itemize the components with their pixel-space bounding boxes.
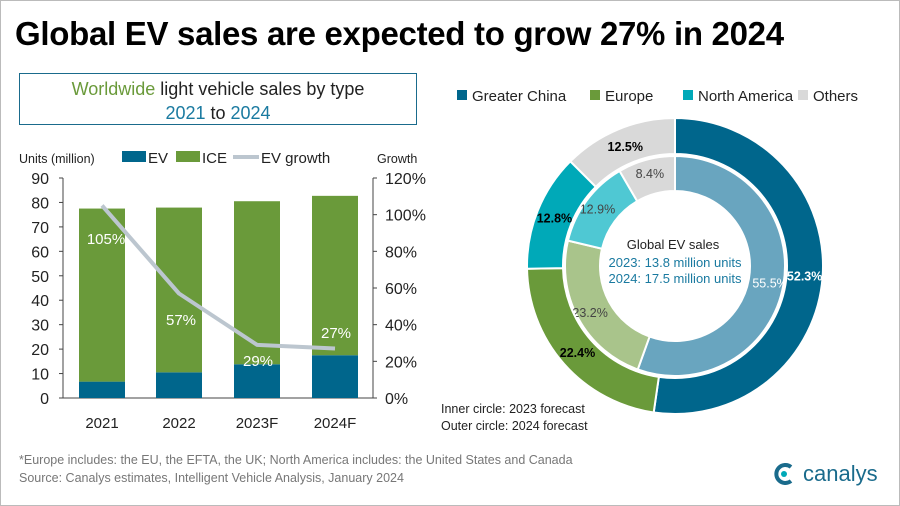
right-tick-label: 60% — [385, 281, 417, 298]
legend-swatch — [683, 90, 693, 100]
donut-center-title: Global EV sales — [627, 237, 720, 252]
bar-ev — [312, 355, 358, 398]
left-tick-label: 70 — [31, 220, 49, 237]
donut-data-label: 12.9% — [580, 203, 615, 217]
growth-data-label: 57% — [166, 312, 196, 329]
legend-swatch — [457, 90, 467, 100]
canalys-logo: canalys — [771, 461, 878, 487]
donut-legend-item: Greater China — [472, 88, 567, 105]
subtitle-year-start: 2021 — [165, 103, 206, 123]
donut-data-label: 22.4% — [560, 346, 595, 360]
logo-text: canalys — [803, 461, 878, 486]
growth-data-label: 105% — [87, 231, 125, 248]
right-tick-label: 40% — [385, 318, 417, 335]
x-tick-label: 2022 — [162, 415, 195, 432]
outer-circle-note: Outer circle: 2024 forecast — [441, 419, 588, 433]
left-tick-label: 20 — [31, 342, 49, 359]
y-axis-label: Units (million) — [19, 152, 95, 166]
left-tick-label: 50 — [31, 269, 49, 286]
growth-data-label: 27% — [321, 325, 351, 342]
subtitle-text: light vehicle sales by type — [155, 79, 365, 99]
donut-slice-outer — [652, 116, 824, 415]
donut-data-label: 23.2% — [572, 306, 607, 320]
donut-data-label: 12.5% — [608, 140, 643, 154]
left-tick-label: 40 — [31, 293, 49, 310]
left-tick-label: 90 — [31, 171, 49, 188]
donut-legend-item: North America — [698, 88, 794, 105]
donut-center-2023: 2023: 13.8 million units — [609, 255, 742, 270]
donut-data-label: 55.5% — [752, 277, 787, 291]
x-tick-label: 2023F — [236, 415, 279, 432]
bar-ice — [234, 201, 280, 365]
right-axis-label: Growth — [377, 152, 417, 166]
left-tick-label: 10 — [31, 367, 49, 384]
donut-legend-item: Europe — [605, 88, 653, 105]
legend-ev-swatch — [122, 151, 146, 162]
chart-subtitle-box: Worldwide light vehicle sales by type 20… — [19, 73, 417, 125]
page-title: Global EV sales are expected to grow 27%… — [15, 15, 784, 52]
donut-center-2024: 2024: 17.5 million units — [609, 271, 742, 286]
donut-slice-outer — [568, 116, 676, 189]
legend-ice: ICE — [202, 150, 227, 167]
donut-slice-inner — [636, 154, 786, 377]
legend-ice-swatch — [176, 151, 200, 162]
legend-swatch — [590, 90, 600, 100]
legend-growth: EV growth — [261, 150, 330, 167]
footnote-source: Source: Canalys estimates, Intelligent V… — [19, 471, 404, 485]
ev-growth-line — [100, 204, 336, 351]
bar-ev — [156, 372, 202, 398]
donut-legend-item: Others — [813, 88, 858, 105]
donut-slice-inner — [618, 154, 676, 203]
x-tick-label: 2024F — [314, 415, 357, 432]
subtitle-year-end: 2024 — [230, 103, 271, 123]
bar-ice — [312, 195, 358, 356]
bar-ice — [79, 208, 125, 382]
right-tick-label: 20% — [385, 354, 417, 371]
bar-ice — [156, 207, 202, 373]
bar-ev — [234, 364, 280, 398]
x-tick-label: 2021 — [85, 415, 118, 432]
left-tick-label: 0 — [40, 391, 49, 408]
left-tick-label: 60 — [31, 244, 49, 261]
growth-data-label: 29% — [243, 353, 273, 370]
donut-data-label: 52.3% — [787, 269, 822, 283]
donut-data-label: 8.4% — [636, 167, 665, 181]
right-tick-label: 120% — [385, 171, 426, 188]
donut-data-label: 12.8% — [537, 211, 572, 225]
right-tick-label: 0% — [385, 391, 408, 408]
canalys-logo-icon — [774, 463, 793, 485]
legend-swatch — [798, 90, 808, 100]
right-tick-label: 80% — [385, 244, 417, 261]
legend-ev: EV — [148, 150, 168, 167]
subtitle-to: to — [205, 103, 231, 123]
subtitle-worldwide: Worldwide — [71, 79, 156, 99]
left-tick-label: 80 — [31, 195, 49, 212]
left-tick-label: 30 — [31, 318, 49, 335]
inner-circle-note: Inner circle: 2023 forecast — [441, 402, 585, 416]
bar-ev — [79, 381, 125, 398]
footnote-regions: *Europe includes: the EU, the EFTA, the … — [19, 453, 573, 467]
right-tick-label: 100% — [385, 208, 426, 225]
